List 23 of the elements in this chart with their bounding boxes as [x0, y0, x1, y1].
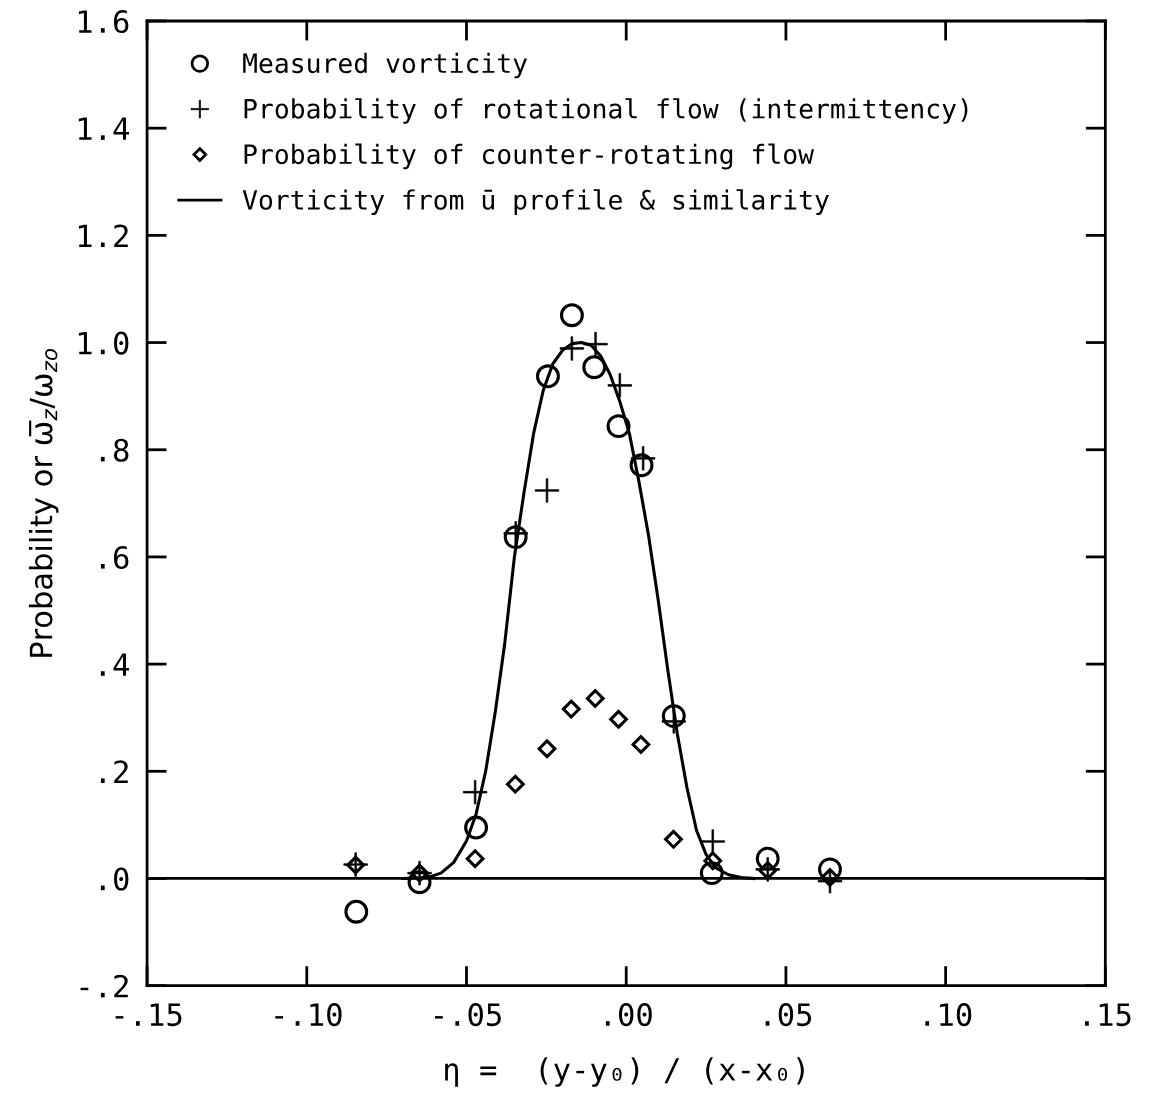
y-tick-label: .2 [100, 760, 128, 783]
x-tick-label: -.15 [115, 1003, 182, 1027]
y-tick-label: 1.6 [78, 10, 129, 34]
y-tick-label: 1.4 [78, 117, 129, 140]
x-tick-label: -.05 [435, 1003, 501, 1027]
x-tick-label: .00 [605, 1003, 652, 1027]
y-tick-label: 1.0 [78, 331, 129, 355]
legend-label: Probability of rotational flow (intermittency) [244, 98, 968, 124]
y-tick-label: -.2 [80, 974, 128, 998]
y-tick-label: .8 [100, 438, 129, 462]
legend-label: Measured vorticity [243, 52, 528, 79]
x-tick-label: .10 [925, 1003, 972, 1027]
x-tick-label: -.10 [275, 1003, 342, 1027]
x-tick-label: .05 [765, 1003, 812, 1027]
y-tick-label: 1.2 [78, 224, 128, 248]
x-tick-label: .15 [1085, 1003, 1131, 1027]
x-axis-title: η = (y-y₀) / (x-x₀) [445, 1057, 804, 1087]
legend-label: Vorticity from ū profile & similarity [242, 189, 829, 215]
y-tick-label: .0 [100, 867, 129, 891]
y-tick-label: .4 [100, 653, 129, 676]
legend-label: Probability of counter-rotating flow [244, 143, 815, 170]
y-tick-label: .6 [100, 545, 129, 570]
y-axis-title: Probability or ω̅$_{z}$/ω$_{zo}$ [28, 348, 59, 657]
